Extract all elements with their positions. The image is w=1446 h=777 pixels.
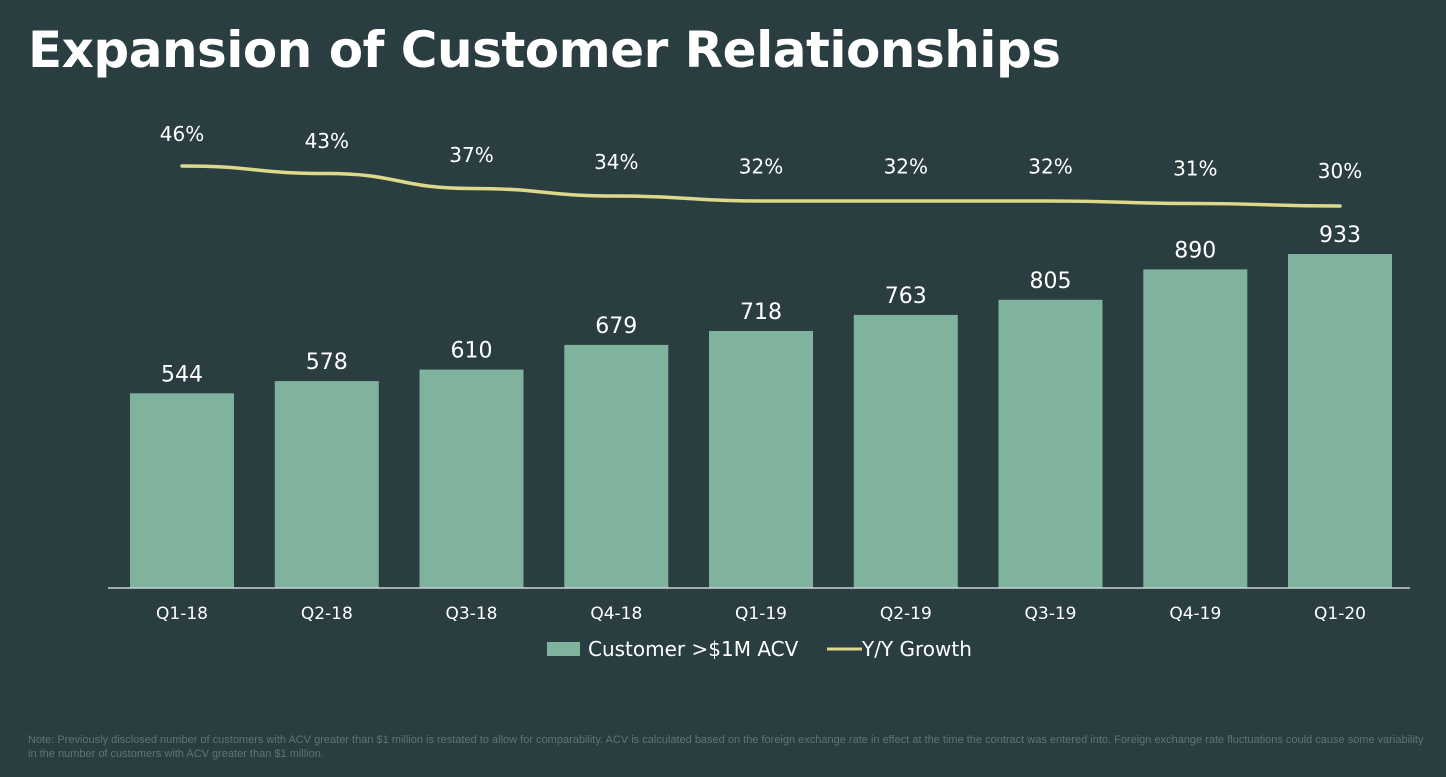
bar-q4-18 [564,344,669,588]
bar-q1-18 [130,393,234,588]
bar-q2-19 [853,314,958,588]
bar-value-label: 933 [1319,223,1361,248]
bar-value-label: 544 [161,362,203,387]
bar-value-label: 718 [740,300,782,325]
legend-label-growth: Y/Y Growth [861,637,972,661]
x-tick-label: Q2-18 [301,604,353,624]
bar-value-label: 763 [885,284,927,309]
bar-q3-19 [998,299,1103,588]
growth-value-label: 32% [1028,154,1072,178]
legend: Customer >$1M ACV Y/Y Growth [547,637,972,661]
growth-value-label: 30% [1318,159,1362,183]
x-tick-label: Q4-18 [590,604,642,624]
legend-label-customers: Customer >$1M ACV [588,637,799,661]
bar-value-label: 890 [1174,238,1216,263]
bar-labels-layer: 544 578 610 679 718 763 805 890 933 [161,223,1361,387]
x-tick-label: Q4-19 [1169,604,1221,624]
x-tick-label: Q3-18 [446,604,498,624]
x-tick-labels: Q1-18 Q2-18 Q3-18 Q4-18 Q1-19 Q2-19 Q3-19 Q4-19… [156,604,1366,624]
growth-value-label: 32% [739,154,783,178]
chart-title: Expansion of Customer Relationships [28,21,1061,79]
bar-q4-19 [1143,269,1248,588]
growth-value-label: 46% [160,122,204,146]
growth-value-label: 43% [305,129,349,153]
growth-value-label: 32% [884,154,928,178]
bar-value-label: 805 [1030,269,1072,294]
legend-swatch-customers [547,642,580,656]
footnote: Note: Previously disclosed number of cus… [28,734,1424,760]
growth-value-label: 37% [449,143,493,167]
growth-labels-layer: 46% 43% 37% 34% 32% 32% 32% 31% 30% [160,122,1362,183]
growth-value-label: 34% [594,150,638,174]
x-tick-label: Q1-18 [156,604,208,624]
x-tick-label: Q1-20 [1314,604,1366,624]
bar-q3-18 [419,369,524,588]
bar-q1-20 [1288,254,1392,588]
bar-value-label: 610 [451,339,493,364]
growth-value-label: 31% [1173,157,1217,181]
x-tick-label: Q2-19 [880,604,932,624]
growth-line [180,164,1342,208]
x-tick-label: Q1-19 [735,604,787,624]
bars-layer [130,254,1392,588]
bar-q2-18 [274,381,379,588]
x-tick-label: Q3-19 [1025,604,1077,624]
bar-value-label: 578 [306,350,348,375]
growth-line-layer [180,164,1342,208]
bar-q1-19 [709,331,813,588]
bar-value-label: 679 [595,314,637,339]
